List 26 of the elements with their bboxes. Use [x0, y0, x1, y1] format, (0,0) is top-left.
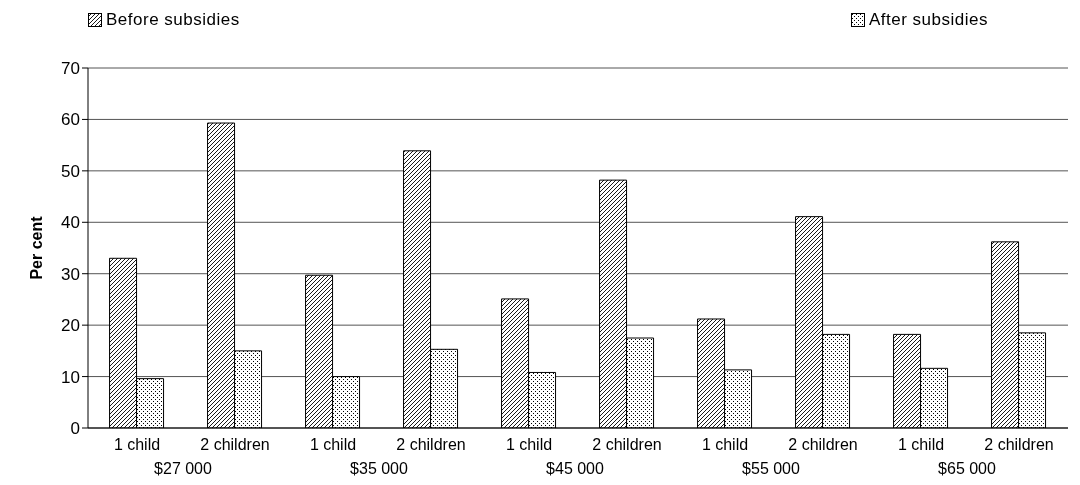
text: $55 000: [742, 460, 801, 477]
text: $65 000: [938, 460, 997, 477]
y-tick-label: 70: [61, 59, 80, 79]
x-tick-label: 1 child: [113, 436, 161, 453]
x-tick-label: 2 children: [200, 436, 270, 453]
y-tick-label: 50: [61, 161, 80, 181]
text: $35 000: [350, 460, 409, 477]
x-tick-label: 2 children: [396, 436, 466, 453]
text: $27 000: [154, 460, 213, 477]
y-tick-label: 40: [61, 213, 80, 233]
x-tick-label: 2 children: [984, 436, 1054, 453]
y-tick-label: 0: [70, 419, 80, 439]
legend-label: Before subsidies: [106, 10, 240, 30]
y-tick-label: 20: [61, 316, 80, 336]
legend-label: After subsidies: [869, 10, 988, 30]
y-tick-label: 60: [61, 110, 80, 130]
x-tick-label: 1 child: [505, 436, 553, 453]
y-tick-label: 30: [61, 264, 80, 284]
x-tick-label: 2 children: [592, 436, 662, 453]
y-axis-title: Per cent: [27, 215, 45, 280]
x-tick-label: 2 children: [788, 436, 858, 453]
y-tick-label: 10: [61, 367, 80, 387]
x-tick-label: 1 child: [897, 436, 945, 453]
text: $45 000: [546, 460, 605, 477]
x-tick-label: 1 child: [701, 436, 749, 453]
x-tick-label: 1 child: [309, 436, 357, 453]
